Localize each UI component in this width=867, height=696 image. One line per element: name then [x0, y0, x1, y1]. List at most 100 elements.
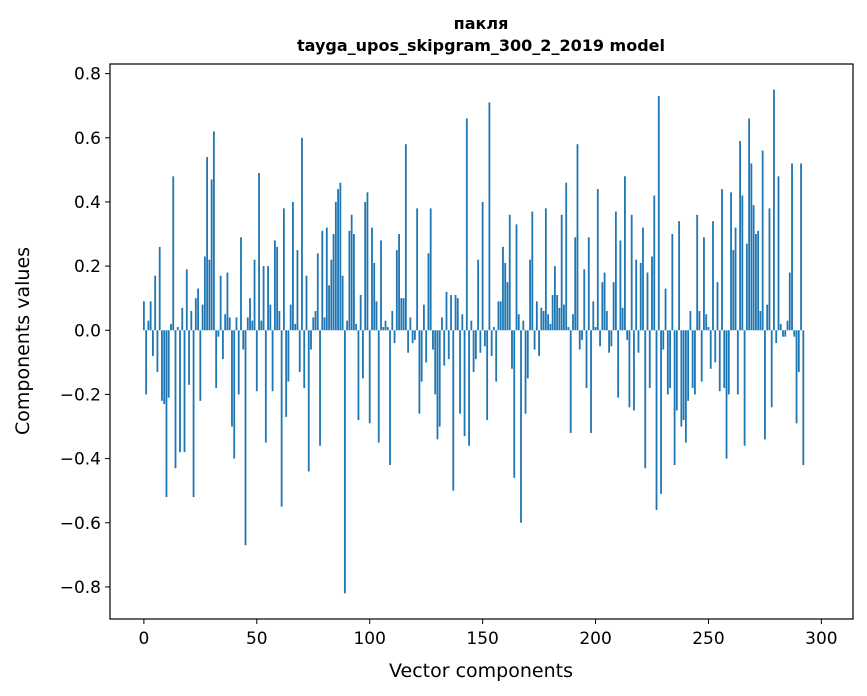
bar [441, 317, 443, 331]
bar [366, 192, 369, 331]
bar [208, 259, 211, 331]
bar [743, 330, 746, 446]
bar [246, 317, 249, 331]
bar [447, 330, 450, 360]
bar [282, 208, 285, 331]
bar [696, 214, 699, 331]
bar [321, 230, 324, 331]
bar [800, 163, 802, 331]
bar [156, 330, 159, 372]
bar [574, 237, 577, 331]
bar [576, 144, 579, 331]
bar [513, 330, 516, 478]
bar [745, 243, 748, 331]
bar [495, 330, 498, 382]
bar [149, 301, 152, 331]
bar [163, 330, 166, 405]
bar [617, 330, 620, 398]
bar [425, 330, 428, 363]
bar [540, 307, 543, 331]
bar [337, 189, 339, 331]
bar [190, 311, 193, 331]
bar [759, 311, 762, 331]
bar [486, 330, 489, 421]
bar [423, 304, 425, 331]
bar [212, 131, 215, 331]
bar [203, 256, 206, 331]
bar [343, 330, 346, 594]
bar [689, 311, 692, 331]
bar [694, 330, 696, 395]
bar [603, 272, 606, 331]
bar [703, 237, 705, 331]
bar [251, 320, 254, 331]
bar [626, 330, 629, 340]
bar [678, 221, 681, 331]
bar [723, 330, 726, 389]
bar [402, 298, 405, 331]
bar [630, 214, 633, 331]
bar [646, 272, 649, 331]
bar [219, 275, 222, 331]
bar [357, 330, 360, 421]
bar [183, 330, 186, 453]
bar [761, 150, 764, 331]
bar [610, 330, 613, 347]
bar [712, 221, 714, 331]
bar [271, 330, 274, 392]
bar [472, 330, 475, 372]
bar [666, 330, 669, 395]
bar [671, 234, 674, 331]
bar [687, 330, 690, 401]
y-tick-label: 0.2 [74, 257, 101, 277]
bar [255, 330, 258, 392]
bar [768, 208, 771, 331]
bar [567, 327, 570, 331]
bar [633, 330, 635, 411]
bar [373, 262, 376, 331]
bar [332, 234, 335, 331]
bar [443, 330, 446, 366]
bar [727, 330, 730, 395]
bar [452, 330, 455, 491]
bar [639, 262, 642, 331]
bar [700, 330, 703, 382]
bar [240, 237, 242, 331]
bar [608, 330, 610, 353]
bar [653, 195, 656, 331]
bar [380, 240, 382, 331]
bar [269, 304, 272, 331]
bar [181, 307, 184, 331]
bar [287, 330, 290, 382]
bar [197, 288, 199, 331]
bar [707, 327, 710, 331]
bar [231, 330, 233, 427]
y-axis-ticks: −0.8 −0.6 −0.4 −0.2 0.0 0.2 0.4 0.6 0.8 [60, 65, 110, 598]
bar [612, 282, 615, 331]
bar [382, 327, 385, 331]
x-tick-label: 100 [353, 629, 385, 649]
y-tick-label: −0.6 [60, 514, 101, 534]
bar [714, 330, 717, 363]
bar [508, 214, 511, 331]
bar [709, 330, 712, 369]
bar [174, 330, 177, 469]
bar [328, 285, 330, 331]
bar [323, 317, 326, 331]
bar [529, 259, 531, 331]
bar [533, 330, 536, 350]
bar [420, 330, 423, 382]
bar [276, 246, 279, 331]
bar [427, 253, 430, 331]
bar [621, 307, 624, 331]
bar [684, 330, 687, 443]
bar [802, 330, 805, 466]
bar [334, 201, 337, 331]
bar [199, 330, 202, 401]
bar [506, 282, 509, 331]
bar [377, 330, 380, 443]
bar [515, 224, 518, 331]
bar [750, 163, 753, 331]
x-tick-label: 250 [692, 629, 724, 649]
bar [721, 189, 723, 331]
